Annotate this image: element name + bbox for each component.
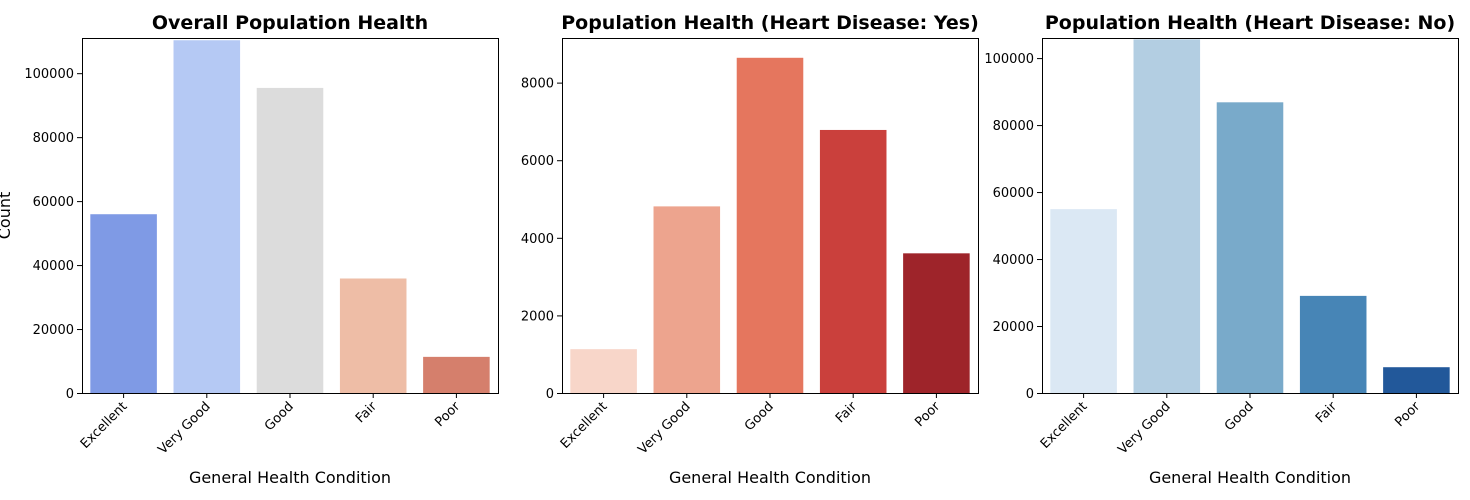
y-tick-label: 100000: [984, 52, 1034, 67]
bar-poor: [1383, 367, 1450, 393]
y-tick-label: 20000: [33, 323, 74, 338]
y-tick-label: 8000: [521, 77, 554, 92]
x-tick-label: Very Good: [635, 399, 693, 457]
chart-title: Population Health (Heart Disease: No): [1045, 12, 1455, 34]
y-tick-label: 60000: [993, 186, 1034, 201]
y-tick-label: 2000: [521, 309, 554, 324]
x-tick-label: Good: [742, 399, 777, 434]
bar-good: [736, 57, 804, 393]
x-axis-label: General Health Condition: [1149, 468, 1351, 487]
bar-fair: [339, 278, 407, 393]
y-axis-label: Count: [0, 192, 14, 240]
y-tick-label: 80000: [993, 119, 1034, 134]
y-tick-label: 40000: [33, 259, 74, 274]
x-tick-label: Fair: [353, 399, 380, 426]
x-tick-label: Excellent: [558, 399, 611, 452]
bar-excellent: [570, 349, 637, 393]
y-tick-label: 20000: [993, 320, 1034, 335]
y-tick-label: 0: [66, 387, 74, 402]
chart-title: Population Health (Heart Disease: Yes): [561, 12, 979, 34]
y-tick-label: 0: [1026, 387, 1034, 402]
x-tick-label: Poor: [432, 399, 463, 430]
bar-poor: [903, 253, 970, 393]
y-tick-label: 40000: [993, 253, 1034, 268]
x-tick-label: Very Good: [155, 399, 213, 457]
x-tick-label: Good: [1222, 399, 1257, 434]
chart-overall-population-health: Overall Population Health General Health…: [0, 12, 499, 487]
x-tick-label: Poor: [912, 399, 943, 430]
x-tick-label: Poor: [1392, 399, 1423, 430]
x-tick-label: Fair: [833, 399, 860, 426]
chart-heart-disease-yes: Population Health (Heart Disease: Yes) G…: [521, 12, 979, 487]
x-tick-label: Good: [262, 399, 297, 434]
y-tick-label: 100000: [24, 67, 74, 82]
y-tick-label: 0: [546, 387, 554, 402]
x-tick-label: Excellent: [78, 399, 131, 452]
y-tick-label: 4000: [521, 232, 554, 247]
bar-good: [1216, 102, 1284, 394]
bar-fair: [1299, 295, 1367, 393]
bar-excellent: [90, 214, 157, 393]
y-tick-label: 80000: [33, 131, 74, 146]
x-tick-label: Fair: [1313, 399, 1340, 426]
x-axis-label: General Health Condition: [189, 468, 391, 487]
bar-poor: [423, 356, 490, 393]
bar-excellent: [1050, 209, 1117, 393]
x-tick-label: Excellent: [1038, 399, 1091, 452]
bar-fair: [819, 129, 887, 394]
bar-very-good: [653, 206, 721, 393]
chart-title: Overall Population Health: [152, 12, 428, 34]
x-tick-label: Very Good: [1115, 399, 1173, 457]
x-axis-label: General Health Condition: [669, 468, 871, 487]
y-tick-label: 60000: [33, 195, 74, 210]
bar-very-good: [1133, 39, 1201, 393]
y-tick-label: 6000: [521, 154, 554, 169]
chart-heart-disease-no: Population Health (Heart Disease: No) Ge…: [984, 12, 1459, 487]
bar-very-good: [173, 40, 241, 393]
bar-good: [256, 87, 324, 393]
